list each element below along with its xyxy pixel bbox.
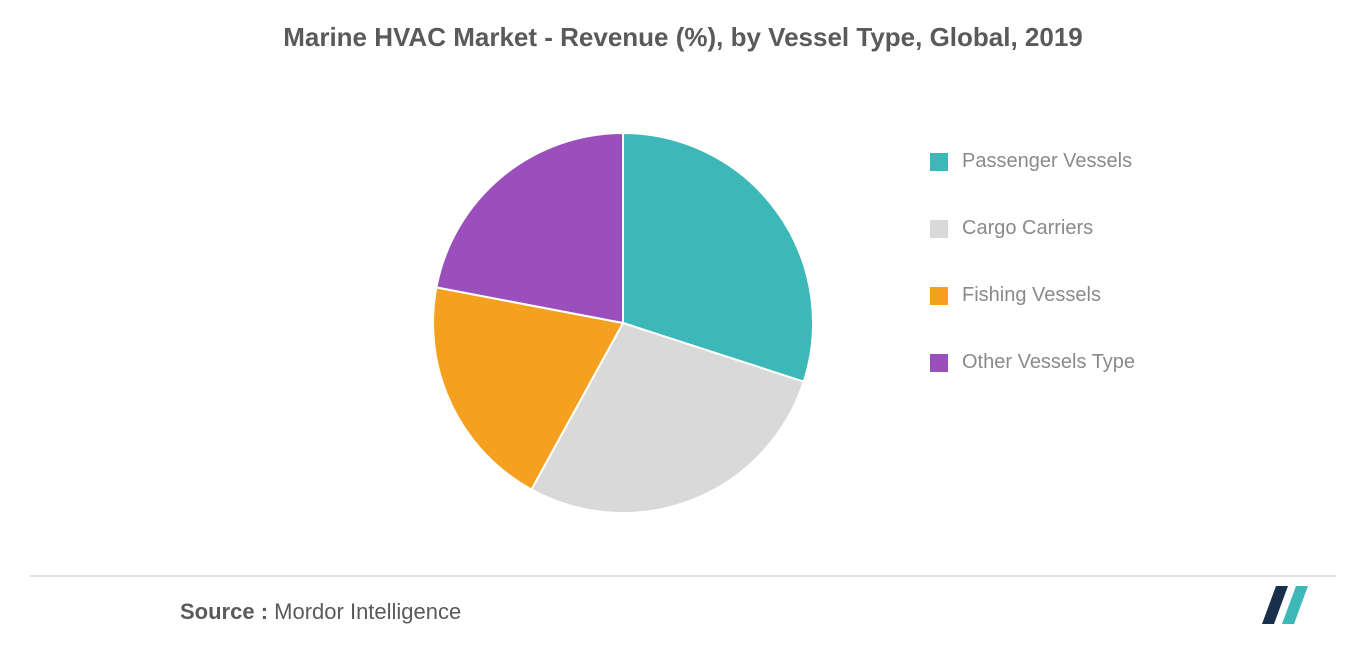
pie-chart [433, 133, 813, 518]
legend-swatch [930, 354, 948, 372]
legend-item: Other Vessels Type [930, 351, 1135, 374]
legend-label: Cargo Carriers [962, 217, 1093, 240]
chart-title: Marine HVAC Market - Revenue (%), by Ves… [0, 0, 1366, 53]
source-label: Source : [180, 599, 268, 624]
brand-logo [1258, 582, 1318, 633]
legend-label: Other Vessels Type [962, 351, 1135, 374]
legend-label: Fishing Vessels [962, 284, 1101, 307]
legend: Passenger Vessels Cargo Carriers Fishing V… [930, 150, 1135, 418]
legend-item: Cargo Carriers [930, 217, 1135, 240]
footer-divider [30, 575, 1336, 577]
legend-item: Passenger Vessels [930, 150, 1135, 173]
chart-area [0, 85, 1366, 565]
logo-bar [1262, 586, 1288, 624]
logo-bar [1282, 586, 1308, 624]
legend-label: Passenger Vessels [962, 150, 1132, 173]
source-line: Source : Mordor Intelligence [180, 599, 461, 625]
legend-swatch [930, 153, 948, 171]
legend-item: Fishing Vessels [930, 284, 1135, 307]
legend-swatch [930, 287, 948, 305]
legend-swatch [930, 220, 948, 238]
source-text: Mordor Intelligence [274, 599, 461, 624]
